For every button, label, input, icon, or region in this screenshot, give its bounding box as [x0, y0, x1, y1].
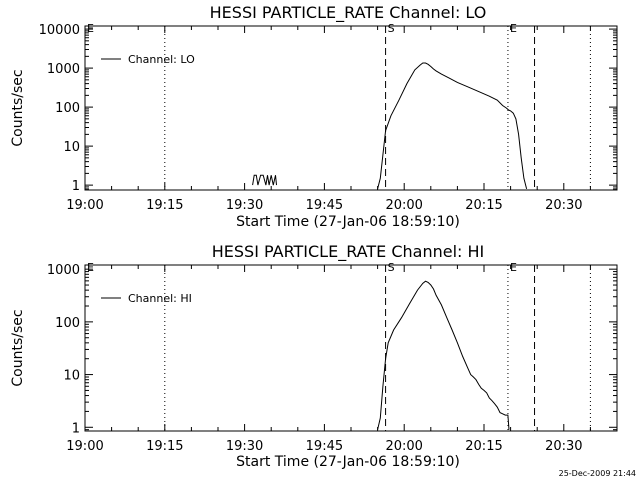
y-tick-label: 1000 — [47, 62, 80, 77]
panel-lo: HESSI PARTICLE_RATE Channel: LO Start Ti… — [10, 3, 618, 230]
y-axis-label: Counts/sec — [10, 309, 26, 386]
y-tick-label: 1000 — [47, 263, 80, 278]
x-tick-label: 19:30 — [226, 439, 263, 454]
x-tick-label: 19:45 — [306, 198, 343, 213]
marker-label: E — [510, 261, 517, 274]
marker-label: S — [388, 22, 395, 35]
x-tick-label: 19:30 — [226, 198, 263, 213]
y-tick-label: 1 — [72, 179, 80, 194]
panel-hi: HESSI PARTICLE_RATE Channel: HI Start Ti… — [10, 242, 618, 470]
legend: Channel: HI — [101, 292, 192, 305]
y-axis-label: Counts/sec — [10, 69, 26, 146]
x-tick-label: 19:15 — [146, 198, 183, 213]
y-tick-label: 10 — [63, 140, 80, 155]
marker-label: S — [388, 261, 395, 274]
x-tick-label: 20:00 — [385, 198, 422, 213]
marker-label: E — [510, 22, 517, 35]
x-tick-label: 20:30 — [545, 198, 582, 213]
x-axis-label: Start Time (27-Jan-06 18:59:10) — [236, 454, 460, 470]
series-line — [377, 280, 510, 430]
x-tick-label: 19:45 — [306, 439, 343, 454]
marker-label: E — [87, 261, 94, 274]
legend-label: Channel: LO — [128, 53, 195, 66]
plot-frame — [84, 25, 618, 191]
x-tick-label: 19:00 — [66, 198, 103, 213]
x-tick-label: 20:30 — [545, 439, 582, 454]
plot-frame — [84, 264, 618, 432]
chart-title: HESSI PARTICLE_RATE Channel: HI — [212, 242, 485, 262]
x-tick-label: 20:15 — [465, 439, 502, 454]
chart-title: HESSI PARTICLE_RATE Channel: LO — [210, 3, 487, 23]
y-tick-label: 1 — [72, 421, 80, 436]
x-tick-label: 20:00 — [385, 439, 422, 454]
marker-label: E — [87, 22, 94, 35]
legend-label: Channel: HI — [128, 292, 192, 305]
y-tick-label: 100 — [55, 316, 80, 331]
series-line — [252, 62, 528, 190]
legend: Channel: LO — [101, 53, 195, 66]
x-tick-label: 19:00 — [66, 439, 103, 454]
y-tick-label: 100 — [55, 101, 80, 116]
x-tick-label: 20:15 — [465, 198, 502, 213]
x-tick-label: 19:15 — [146, 439, 183, 454]
x-axis-label: Start Time (27-Jan-06 18:59:10) — [236, 214, 460, 230]
y-tick-label: 10 — [63, 369, 80, 384]
y-tick-label: 10000 — [39, 23, 80, 38]
timestamp-footer: 25-Dec-2009 21:44 — [559, 469, 636, 478]
